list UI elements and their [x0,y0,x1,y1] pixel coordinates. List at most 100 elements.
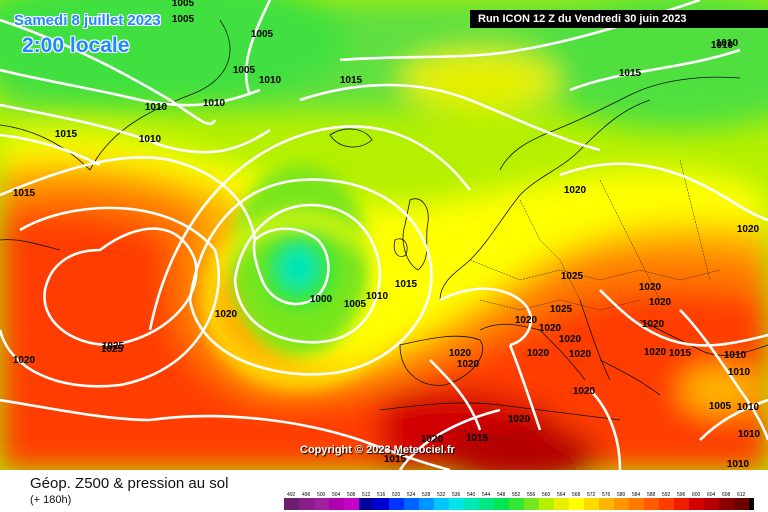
isobar-label: 1020 [215,309,238,320]
legend-swatch [299,498,314,510]
legend-swatch [329,498,344,510]
legend-swatch [464,498,479,510]
isobar-label: 1010 [737,402,760,413]
isobar-label: 1005 [233,65,256,76]
isobar-label: 1005 [344,299,367,310]
isobar-label: 1010 [366,291,389,302]
legend-swatch [344,498,359,510]
legend-swatch [689,498,704,510]
legend-tick-label: 544 [482,492,491,498]
isobar-label: 1020 [13,355,36,366]
legend-swatch [704,498,719,510]
legend-tick-label: 512 [362,492,371,498]
isobar-label: 1010 [145,102,168,113]
coastlines [0,19,768,421]
legend-swatch [389,498,404,510]
legend-tick-label: 560 [542,492,551,498]
isobar-label: 1010 [724,350,747,361]
isobar-label: 1025 [550,304,573,315]
isobar-label: 1020 [642,319,665,330]
legend-tick-label: 540 [467,492,476,498]
legend-tick-label: 576 [602,492,611,498]
legend-tick-label: 504 [332,492,341,498]
isobar-label: 1015 [384,454,407,465]
isobar-label: 1020 [737,224,760,235]
legend-swatch [674,498,689,510]
isobar-label: 1020 [639,282,662,293]
color-scale-legend: 492 496 500 504 508 512 516 520 524 528 532 536 540 5… [284,492,754,510]
isobar-label: 1020 [515,315,538,326]
legend-tick-label: 492 [287,492,296,498]
isobar-label: 1020 [527,348,550,359]
copyright-text: Copyright © 2023 Meteociel.fr [300,444,455,456]
isobar-label: 1010 [738,429,761,440]
isobar-label: 1010 [716,38,739,49]
legend-swatch [284,498,299,510]
legend-tick-label: 608 [722,492,731,498]
legend-swatch [359,498,374,510]
isobar-label: 1020 [508,414,531,425]
legend-tick-label: 548 [497,492,506,498]
isobar-label: 1020 [569,349,592,360]
isobar-label: 1015 [395,279,418,290]
isobar-label: 1015 [619,68,642,79]
run-info-banner: Run ICON 12 Z du Vendredi 30 juin 2023 [470,10,768,28]
legend-tick-label: 508 [347,492,356,498]
isobar-label: 1015 [13,188,36,199]
isobar-label: 1005 [172,14,195,25]
isobar-label: 1020 [649,297,672,308]
isobar-label: 1005 [251,29,274,40]
legend-swatch [734,498,749,510]
legend-swatch [374,498,389,510]
isobars [0,0,768,470]
legend-tick-label: 584 [632,492,641,498]
isobar-label: 1000 [310,294,333,305]
isobar-label: 1020 [421,434,444,445]
forecast-hour: (+ 180h) [30,494,72,506]
isobar-label: 1015 [55,129,78,140]
field-title: Géop. Z500 & pression au sol [30,475,229,492]
legend-tick-label: 516 [377,492,386,498]
legend-tick-label: 528 [422,492,431,498]
legend-swatch [719,498,734,510]
isobar-label: 1025 [101,344,124,355]
legend-swatch [569,498,584,510]
legend-tick-label: 524 [407,492,416,498]
legend-swatch [539,498,554,510]
legend-tick-label: 592 [662,492,671,498]
legend-swatch [494,498,509,510]
legend-swatch [509,498,524,510]
legend-tick-label: 556 [527,492,536,498]
legend-swatch [659,498,674,510]
legend-swatch [524,498,539,510]
legend-swatch [644,498,659,510]
legend-swatch [449,498,464,510]
isobar-label: 1020 [573,386,596,397]
legend-tick-label: 520 [392,492,401,498]
isobar-label: 1020 [644,347,667,358]
legend-tick-label: 596 [677,492,686,498]
legend-tick-label: 496 [302,492,311,498]
isobar-label: 1020 [559,334,582,345]
legend-tick-label: 564 [557,492,566,498]
legend-swatch [599,498,614,510]
legend-tick-label: 604 [707,492,716,498]
legend-tick-label: 536 [452,492,461,498]
legend-tick-label: 500 [317,492,326,498]
isobar-label: 1025 [561,271,584,282]
legend-swatch [434,498,449,510]
isobar-label: 1020 [449,348,472,359]
isobar-label: 1010 [727,459,750,470]
legend-swatch [614,498,629,510]
isobar-label: 1020 [539,323,562,334]
legend-swatch [584,498,599,510]
isobar-label: 1010 [259,75,282,86]
legend-swatch [629,498,644,510]
isobar-label: 1010 [728,367,751,378]
isobar-label: 1005 [172,0,195,9]
legend-swatch [419,498,434,510]
legend-swatch [749,498,754,510]
